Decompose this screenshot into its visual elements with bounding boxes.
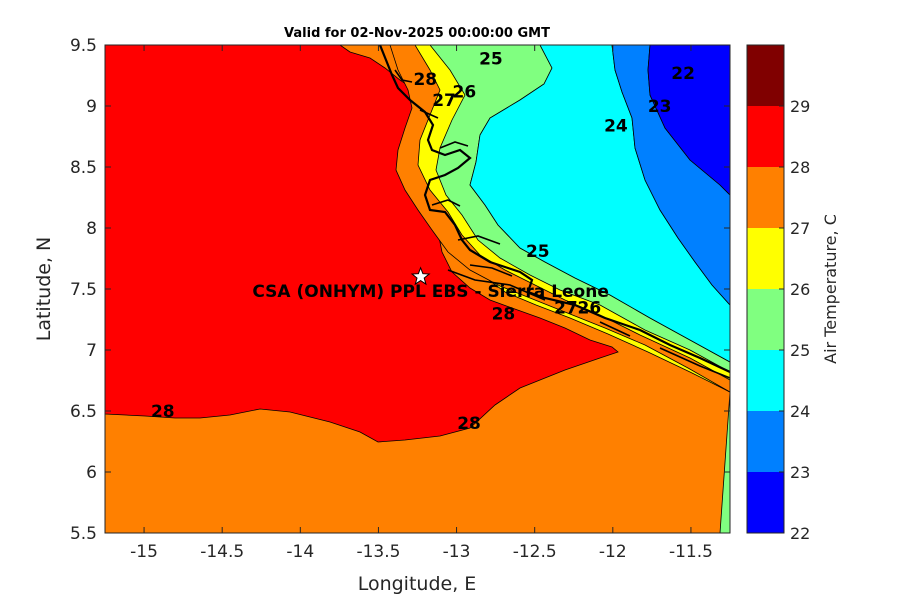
colorbar-tick-label: 23 <box>790 463 810 482</box>
x-tick-label: -13.5 <box>356 542 400 562</box>
colorbar-tick-label: 29 <box>790 97 810 116</box>
site-marker: CSA (ONHYM) PPL EBS - Sierra Leone <box>252 266 609 302</box>
contour-label: 23 <box>648 97 672 117</box>
y-tick-label: 6 <box>86 463 97 483</box>
contour-label: 25 <box>526 242 550 262</box>
y-tick-label: 8 <box>86 219 97 239</box>
contour-label: 28 <box>151 402 175 422</box>
contour-label: 26 <box>578 298 602 318</box>
x-axis-label: Longitude, E <box>358 573 477 595</box>
contour-label: 28 <box>413 70 437 90</box>
y-tick-label: 8.5 <box>70 158 97 178</box>
contour-label: 22 <box>671 64 695 84</box>
x-tick-label: -13 <box>443 542 471 562</box>
y-axis-ticks: 5.5 6 6.5 7 7.5 8 8.5 9 9.5 <box>70 36 730 544</box>
x-tick-label: -14 <box>286 542 314 562</box>
site-label: CSA (ONHYM) PPL EBS - Sierra Leone <box>252 282 609 302</box>
colorbar-swatch <box>747 228 784 289</box>
colorbar-swatch <box>747 167 784 228</box>
contour-label: 27 <box>432 91 456 111</box>
x-tick-label: -12.5 <box>513 542 557 562</box>
x-tick-label: -12 <box>599 542 627 562</box>
band-27-28-coast <box>389 45 730 393</box>
x-tick-label: -14.5 <box>200 542 244 562</box>
colorbar-tick-label: 28 <box>790 158 810 177</box>
colorbar-tick-label: 27 <box>790 219 810 238</box>
x-tick-label: -11.5 <box>669 542 713 562</box>
colorbar: 22 23 24 25 26 27 28 29 <box>746 44 810 543</box>
colorbar-swatch <box>747 472 784 533</box>
colorbar-swatch <box>747 411 784 472</box>
y-tick-label: 7.5 <box>70 280 97 300</box>
y-tick-label: 6.5 <box>70 402 97 422</box>
colorbar-tick-label: 25 <box>790 341 810 360</box>
y-tick-label: 5.5 <box>70 524 97 544</box>
colorbar-swatch <box>747 350 784 411</box>
star-icon <box>410 266 431 286</box>
y-axis-label: Latitude, N <box>33 237 55 342</box>
contour-label: 28 <box>492 304 516 324</box>
contour-label: 28 <box>457 414 481 434</box>
colorbar-swatch <box>747 106 784 167</box>
colorbar-swatch <box>747 289 784 350</box>
band-22-23 <box>647 45 730 196</box>
contour-label: 26 <box>453 82 477 102</box>
coastline-estuaries <box>394 69 730 379</box>
colorbar-tick-label: 26 <box>790 280 810 299</box>
contour-label: 25 <box>479 49 503 69</box>
y-tick-label: 9.5 <box>70 36 97 56</box>
colorbar-tick-label: 24 <box>790 402 810 421</box>
colorbar-label: Air Temperature, C <box>821 214 840 364</box>
colorbar-tick-label: 22 <box>790 524 810 543</box>
x-tick-label: -15 <box>130 542 158 562</box>
coastline <box>378 45 730 373</box>
map-area <box>105 45 730 533</box>
x-axis-ticks: -15 -14.5 -14 -13.5 -13 -12.5 -12 -11.5 <box>130 45 713 562</box>
contour-label: 24 <box>604 117 628 137</box>
y-tick-label: 7 <box>86 341 97 361</box>
y-tick-label: 9 <box>86 97 97 117</box>
colorbar-swatch <box>747 45 784 106</box>
contour-label: 27 <box>554 298 578 318</box>
map-title: Valid for 02-Nov-2025 00:00:00 GMT <box>284 26 550 41</box>
